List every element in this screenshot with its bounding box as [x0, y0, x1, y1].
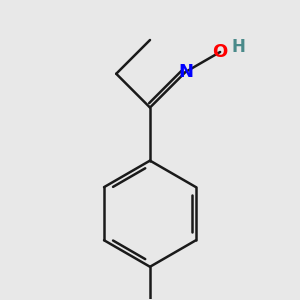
Text: N: N — [178, 63, 193, 81]
Text: H: H — [232, 38, 246, 56]
Text: O: O — [212, 43, 228, 61]
